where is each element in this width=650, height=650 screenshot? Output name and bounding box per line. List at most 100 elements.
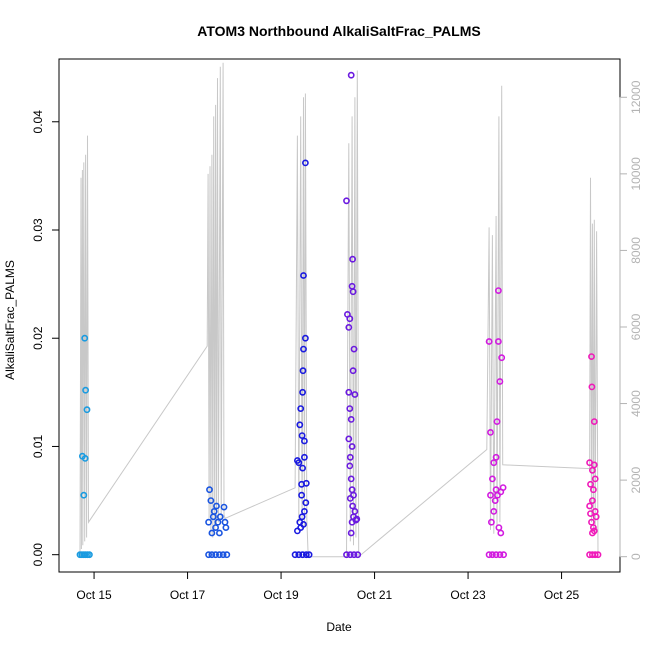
data-point [591, 551, 599, 559]
data-point [347, 529, 355, 537]
data-point [205, 551, 212, 559]
data-point [215, 529, 223, 537]
data-point [219, 551, 227, 559]
data-point [81, 334, 89, 342]
data-point [586, 502, 593, 510]
x-axis-label: Date [326, 620, 352, 634]
x-axis: Oct 15 Oct 17 Oct 19 Oct 21 Oct 23 Oct 25 [76, 571, 580, 602]
data-point [80, 491, 88, 499]
data-point [592, 513, 600, 521]
data-point [83, 406, 91, 414]
y2-axis: 0 2000 4000 6000 8000 10000 12000 [619, 80, 643, 560]
y2-tick-label: 10000 [629, 157, 643, 191]
data-point [590, 486, 597, 494]
data-point [346, 462, 354, 470]
data-point [343, 197, 350, 205]
y2-tick-label: 2000 [629, 466, 643, 493]
data-point [298, 491, 305, 499]
series-2 [205, 486, 231, 559]
data-point [222, 524, 230, 531]
data-point [302, 499, 310, 507]
data-point [299, 551, 306, 559]
data-point [86, 551, 93, 559]
x-tick-label: Oct 23 [450, 588, 486, 602]
data-point [214, 518, 222, 526]
x-tick-label: Oct 25 [544, 588, 580, 602]
y2-tick-label: 12000 [629, 80, 643, 114]
data-point [300, 521, 307, 528]
data-point [354, 551, 362, 559]
x-tick-label: Oct 21 [357, 588, 393, 602]
data-point [494, 338, 502, 345]
data-point [349, 255, 356, 263]
data-point [207, 497, 215, 504]
data-point [299, 367, 307, 375]
data-point [220, 503, 228, 511]
data-point [206, 486, 213, 494]
data-point [221, 518, 229, 526]
data-point [490, 507, 498, 515]
data-point [589, 529, 596, 537]
data-point [346, 405, 354, 412]
data-point [345, 388, 353, 396]
y-tick-label: 0.03 [31, 218, 45, 242]
y-tick-label: 0.01 [31, 434, 45, 458]
x-tick-label: Oct 19 [263, 588, 299, 602]
series-6 [586, 353, 602, 559]
data-point [590, 418, 598, 425]
data-point [300, 453, 308, 461]
data-point [212, 524, 219, 531]
data-point [485, 551, 493, 559]
data-point [346, 551, 354, 559]
data-point [492, 551, 500, 559]
data-point [81, 454, 89, 462]
data-point [296, 421, 304, 429]
data-point [300, 345, 307, 353]
x-tick-label: Oct 17 [170, 588, 206, 602]
data-point [299, 464, 306, 472]
y-axis-label: AlkaliSaltFrac_PALMS [3, 260, 17, 380]
data-point [348, 443, 356, 450]
data-point [488, 475, 496, 483]
plot-frame [58, 58, 621, 573]
data-point [301, 159, 309, 167]
data-point [82, 386, 89, 394]
data-point [302, 479, 310, 487]
data-point [348, 282, 356, 290]
data-point [487, 518, 495, 526]
data-point [494, 287, 502, 294]
data-point [485, 338, 493, 345]
data-point [500, 551, 507, 559]
series-3 [291, 159, 313, 559]
data-point [297, 405, 305, 412]
data-point [348, 486, 356, 494]
series-5 [485, 287, 507, 559]
data-point [351, 507, 359, 515]
data-point [345, 323, 353, 331]
data-point [494, 491, 501, 499]
data-point [587, 480, 594, 488]
y-tick-label: 0.04 [31, 110, 45, 134]
data-point [302, 551, 310, 559]
y2-tick-label: 0 [629, 553, 643, 560]
data-point [590, 461, 598, 469]
data-point [205, 518, 212, 526]
y-tick-label: 0.02 [31, 326, 45, 350]
data-point [349, 502, 356, 510]
data-point [588, 518, 595, 526]
data-point [492, 486, 500, 494]
data-point [293, 527, 301, 535]
data-point [349, 288, 357, 296]
data-point [347, 415, 355, 423]
data-point [496, 551, 504, 559]
y2-tick-label: 8000 [629, 237, 643, 264]
data-point [295, 459, 303, 467]
data-point [208, 551, 216, 559]
data-point [347, 475, 355, 483]
data-point [588, 383, 596, 391]
data-point [300, 507, 308, 515]
data-point [216, 513, 224, 521]
data-point [346, 315, 354, 323]
data-point [208, 529, 216, 537]
y-tick-label: 0.00 [31, 543, 45, 567]
